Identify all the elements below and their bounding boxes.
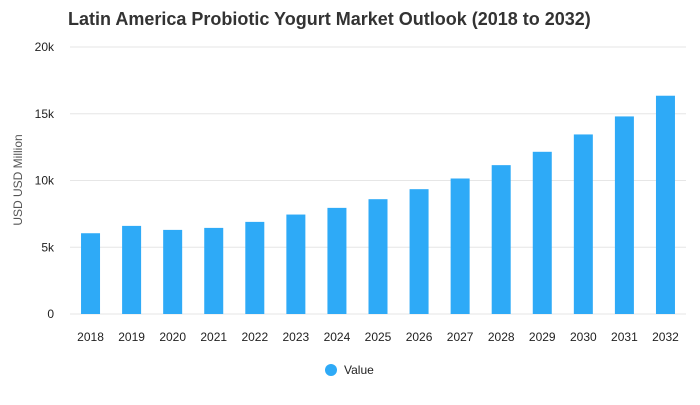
bar-2026[interactable] [409,189,429,314]
x-tick-label: 2022 [241,330,268,344]
x-tick-label: 2024 [324,330,351,344]
bar-2024[interactable] [327,207,347,314]
chart-title: Latin America Probiotic Yogurt Market Ou… [68,9,591,29]
bar-2030[interactable] [573,134,593,314]
x-axis-ticks: 2018 2019 2020 2021 2022 2023 2024 2025 2026 2027… [77,330,679,344]
bar-2018[interactable] [81,233,101,314]
bar-2022[interactable] [245,221,265,314]
y-axis-label: USD USD Million [11,134,25,225]
x-tick-label: 2026 [406,330,433,344]
x-tick-label: 2030 [570,330,597,344]
legend-marker[interactable] [325,364,337,376]
bar-2028[interactable] [491,165,511,314]
bar-2023[interactable] [286,214,306,314]
x-tick-label: 2025 [365,330,392,344]
x-tick-label: 2032 [652,330,679,344]
bar-2021[interactable] [204,227,224,314]
x-tick-label: 2031 [611,330,638,344]
bar-2032[interactable] [655,95,675,314]
x-tick-label: 2020 [159,330,186,344]
x-tick-label: 2028 [488,330,515,344]
x-tick-label: 2018 [77,330,104,344]
x-tick-label: 2019 [118,330,145,344]
bar-2020[interactable] [163,229,183,314]
bar-2029[interactable] [532,151,552,314]
x-tick-label: 2029 [529,330,556,344]
x-tick-label: 2027 [447,330,474,344]
bar-2025[interactable] [368,199,388,314]
bar-2019[interactable] [122,225,142,314]
x-tick-label: 2023 [283,330,310,344]
y-tick-label: 0 [47,307,54,321]
bar-2027[interactable] [450,178,470,314]
x-tick-label: 2021 [200,330,227,344]
y-tick-label: 15k [35,107,55,121]
y-tick-label: 20k [35,40,55,54]
legend-label[interactable]: Value [344,363,374,377]
y-axis-ticks: 0 5k 10k 15k 20k [35,40,55,321]
bars [81,95,675,314]
bar-2031[interactable] [614,116,634,314]
legend[interactable]: Value [325,363,374,377]
y-tick-label: 10k [35,174,55,188]
y-tick-label: 5k [41,240,55,254]
